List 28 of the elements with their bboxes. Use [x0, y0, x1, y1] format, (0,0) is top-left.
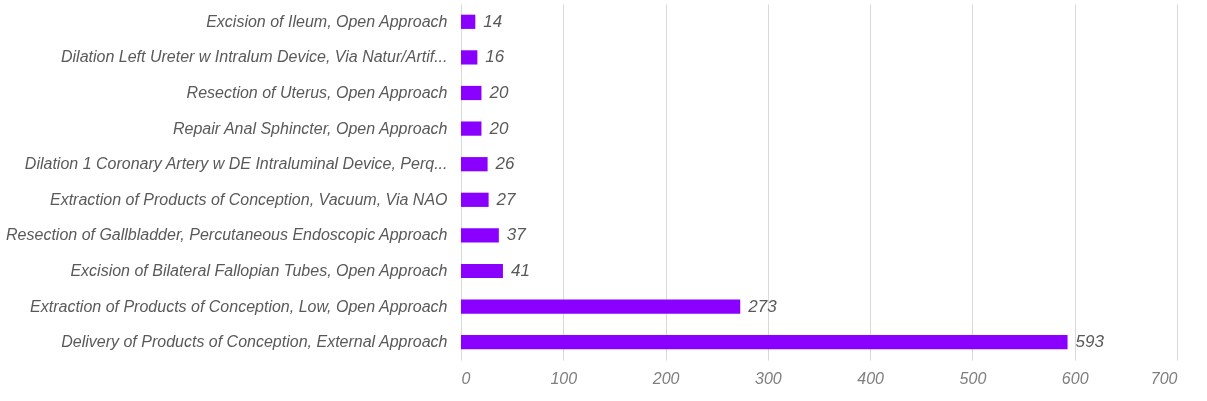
x-tick-label: 700	[1150, 369, 1178, 387]
y-tick-label: Resection of Gallbladder, Percutaneous Endoscopic Approach	[6, 226, 448, 244]
x-tick-label: 400	[857, 369, 885, 387]
data-label: 20	[488, 83, 509, 102]
data-label: 27	[495, 189, 517, 209]
y-tick-label: Resection of Uterus, Open Approach	[186, 84, 448, 101]
y-tick-label: Dilation Left Ureter w Intralum Device, Via Natur/Artif...	[60, 48, 448, 66]
data-label: 16	[485, 47, 505, 67]
x-tick-label: 500	[959, 369, 987, 387]
x-tick-label: 0	[461, 369, 471, 387]
data-label: 273	[747, 296, 778, 316]
data-label: 593	[1075, 332, 1105, 352]
data-label: 41	[510, 261, 530, 280]
x-tick-label: 200	[651, 369, 680, 387]
y-tick-label: Extraction of Products of Conception, Vacuum, Via NAO	[49, 190, 448, 208]
data-label: 37	[506, 225, 527, 245]
y-tick-label: Dilation 1 Coronary Artery w DE Intraluminal Device, Perq...	[24, 155, 448, 173]
y-tick-label: Excision of Ileum, Open Approach	[206, 12, 448, 30]
data-label: 26	[494, 154, 516, 174]
y-tick-label: Repair Anal Sphincter, Open Approach	[172, 119, 448, 137]
data-label: 20	[488, 118, 509, 138]
y-tick-label: Excision of Bilateral Fallopian Tubes, Open Approach	[70, 262, 448, 279]
data-label: 14	[483, 11, 503, 31]
y-tick-label: Delivery of Products of Conception, External Approach	[61, 333, 448, 351]
x-tick-label: 100	[550, 369, 578, 387]
x-tick-label: 300	[755, 369, 782, 387]
y-tick-label: Extraction of Products of Conception, Low, Open Approach	[30, 297, 448, 315]
x-tick-label: 600	[1061, 369, 1089, 387]
